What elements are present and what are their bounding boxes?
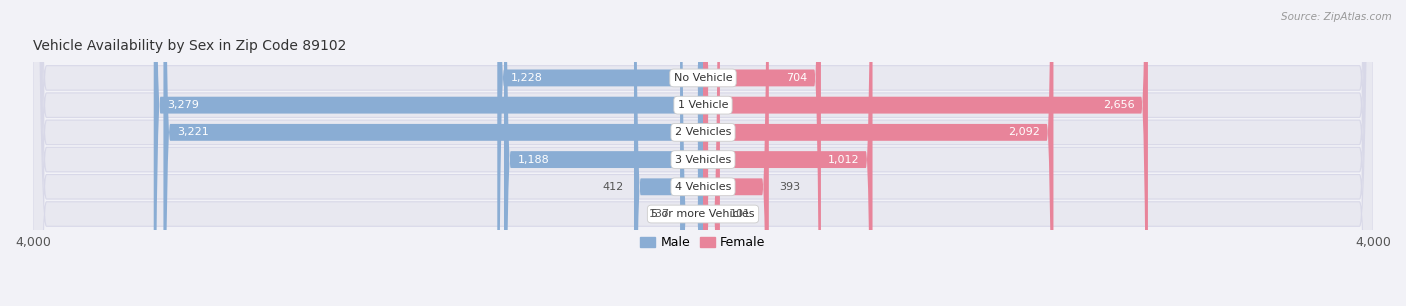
Text: 1,188: 1,188 (517, 155, 550, 165)
FancyBboxPatch shape (498, 0, 703, 306)
FancyBboxPatch shape (703, 0, 873, 306)
FancyBboxPatch shape (681, 0, 703, 306)
FancyBboxPatch shape (703, 0, 720, 306)
FancyBboxPatch shape (703, 0, 1147, 306)
Text: 393: 393 (779, 182, 800, 192)
Text: 137: 137 (650, 209, 671, 219)
Text: 3,279: 3,279 (167, 100, 200, 110)
Text: 2 Vehicles: 2 Vehicles (675, 127, 731, 137)
FancyBboxPatch shape (153, 0, 703, 306)
FancyBboxPatch shape (32, 0, 1374, 306)
Text: 3,221: 3,221 (177, 127, 208, 137)
Text: 704: 704 (786, 73, 807, 83)
Legend: Male, Female: Male, Female (636, 231, 770, 255)
Text: 4 Vehicles: 4 Vehicles (675, 182, 731, 192)
FancyBboxPatch shape (703, 0, 821, 306)
Text: No Vehicle: No Vehicle (673, 73, 733, 83)
FancyBboxPatch shape (163, 0, 703, 306)
FancyBboxPatch shape (503, 0, 703, 306)
Text: 3 Vehicles: 3 Vehicles (675, 155, 731, 165)
FancyBboxPatch shape (703, 0, 769, 306)
Text: Source: ZipAtlas.com: Source: ZipAtlas.com (1281, 12, 1392, 22)
Text: 1,012: 1,012 (828, 155, 859, 165)
FancyBboxPatch shape (32, 0, 1374, 306)
FancyBboxPatch shape (32, 0, 1374, 306)
FancyBboxPatch shape (703, 0, 1053, 306)
Text: 1,228: 1,228 (510, 73, 543, 83)
Text: 2,092: 2,092 (1008, 127, 1040, 137)
Text: Vehicle Availability by Sex in Zip Code 89102: Vehicle Availability by Sex in Zip Code … (32, 39, 346, 54)
FancyBboxPatch shape (32, 0, 1374, 306)
Text: 101: 101 (730, 209, 751, 219)
Text: 1 Vehicle: 1 Vehicle (678, 100, 728, 110)
FancyBboxPatch shape (32, 0, 1374, 306)
Text: 5 or more Vehicles: 5 or more Vehicles (651, 209, 755, 219)
FancyBboxPatch shape (32, 0, 1374, 306)
FancyBboxPatch shape (634, 0, 703, 306)
Text: 2,656: 2,656 (1102, 100, 1135, 110)
Text: 412: 412 (603, 182, 624, 192)
